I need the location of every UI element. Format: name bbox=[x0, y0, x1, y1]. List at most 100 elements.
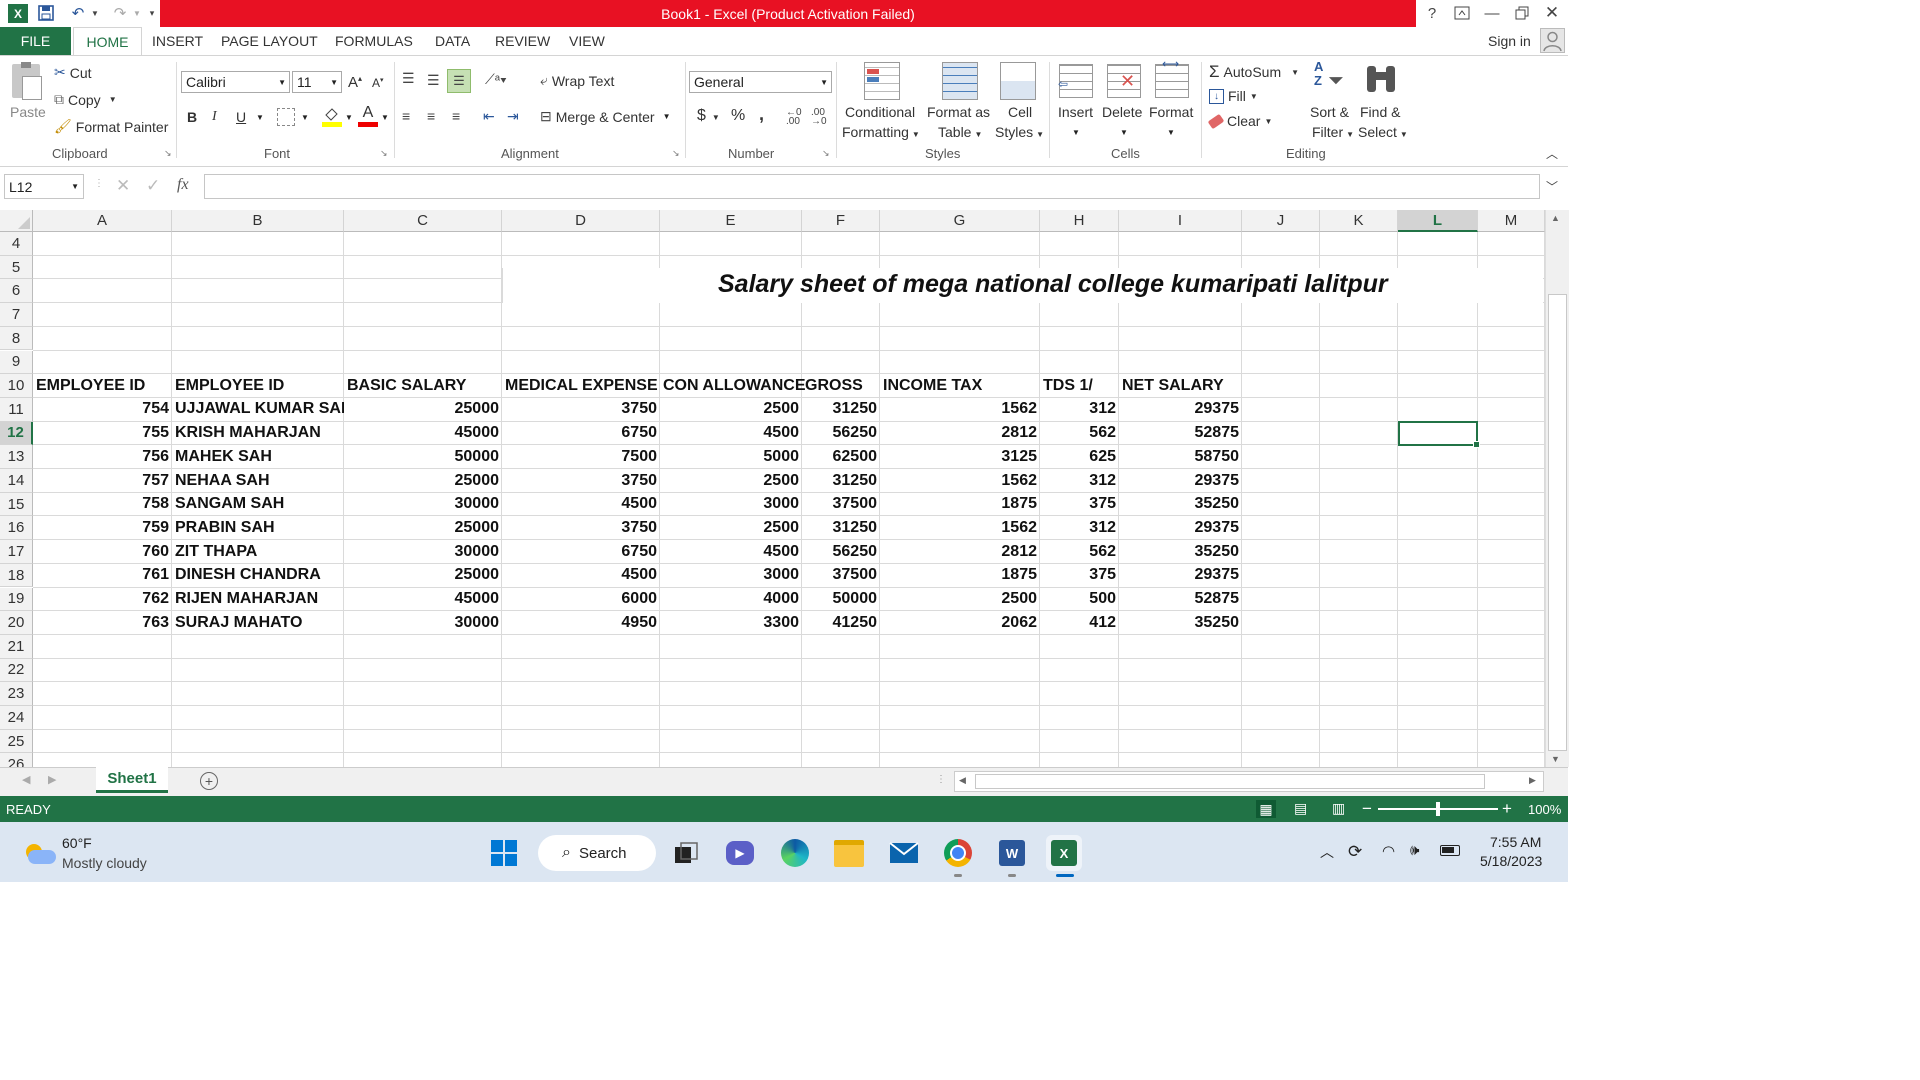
redo-dropdown-icon[interactable]: ▼ bbox=[133, 8, 141, 18]
row-header[interactable]: 4 bbox=[0, 232, 33, 256]
table-cell[interactable]: 35250 bbox=[1194, 542, 1240, 560]
table-cell[interactable]: KRISH MAHARJAN bbox=[175, 424, 321, 442]
table-cell[interactable]: ZIT THAPA bbox=[175, 542, 258, 560]
table-cell[interactable]: 1875 bbox=[1001, 566, 1037, 584]
row-header[interactable]: 20 bbox=[0, 611, 33, 635]
chevron-down-icon[interactable]: ▼ bbox=[345, 113, 353, 122]
clear-button[interactable]: Clear ▼ bbox=[1207, 113, 1272, 129]
table-cell[interactable]: 25000 bbox=[454, 471, 500, 489]
table-cell[interactable]: 31250 bbox=[832, 518, 878, 536]
taskbar-search[interactable]: ⌕ Search bbox=[538, 835, 656, 871]
wrap-text-button[interactable]: ⤶ Wrap Text bbox=[540, 72, 614, 89]
weather-widget[interactable]: 60°F Mostly cloudy bbox=[22, 832, 172, 876]
customize-toolbar-icon[interactable]: ▾ bbox=[149, 7, 155, 18]
table-cell[interactable]: 2500 bbox=[763, 471, 799, 489]
column-header[interactable]: L bbox=[1398, 210, 1478, 232]
table-cell[interactable]: 1562 bbox=[1001, 400, 1037, 418]
chrome-icon[interactable] bbox=[940, 835, 976, 871]
minimize-button[interactable]: — bbox=[1484, 4, 1500, 22]
row-header[interactable]: 16 bbox=[0, 516, 33, 541]
table-cell[interactable]: 29375 bbox=[1194, 566, 1240, 584]
format-painter-button[interactable]: 🖌 Format Painter bbox=[54, 118, 168, 135]
align-right-icon[interactable]: ≡ bbox=[452, 108, 461, 124]
row-header[interactable]: 21 bbox=[0, 634, 33, 659]
table-cell[interactable]: DINESH CHANDRA bbox=[175, 566, 321, 584]
decrease-decimal-icon[interactable]: .00 →0 bbox=[811, 107, 827, 127]
chevron-down-icon[interactable]: ▼ bbox=[301, 113, 309, 122]
table-cell[interactable]: 312 bbox=[1089, 518, 1116, 536]
table-cell[interactable]: 3300 bbox=[763, 613, 799, 631]
zoom-out-button[interactable]: − bbox=[1362, 799, 1372, 818]
save-icon[interactable] bbox=[36, 3, 56, 23]
excel-taskbar-icon[interactable]: X bbox=[1046, 835, 1082, 871]
table-cell[interactable]: 45000 bbox=[454, 424, 500, 442]
table-cell[interactable]: 4500 bbox=[621, 566, 657, 584]
table-cell[interactable]: 763 bbox=[142, 613, 169, 631]
table-cell[interactable]: 31250 bbox=[832, 471, 878, 489]
scroll-thumb[interactable] bbox=[1548, 294, 1567, 751]
column-header[interactable]: E bbox=[660, 210, 802, 232]
name-box[interactable]: L12 ▼ bbox=[4, 174, 84, 199]
table-header-cell[interactable]: CON ALLOWANCE bbox=[663, 376, 806, 394]
borders-icon[interactable] bbox=[277, 108, 295, 126]
table-header-cell[interactable]: EMPLOYEE ID bbox=[36, 376, 146, 394]
scroll-right-icon[interactable]: ▶ bbox=[1529, 775, 1536, 785]
row-header[interactable]: 17 bbox=[0, 540, 33, 564]
tab-home[interactable]: HOME bbox=[73, 27, 142, 56]
table-cell[interactable]: 52875 bbox=[1194, 590, 1240, 607]
scroll-thumb[interactable] bbox=[975, 774, 1485, 789]
table-cell[interactable]: 31250 bbox=[832, 400, 878, 418]
table-cell[interactable]: 2500 bbox=[763, 400, 799, 418]
table-cell[interactable]: UJJAWAL KUMAR SAH bbox=[175, 400, 344, 418]
page-layout-view-icon[interactable]: ▤ bbox=[1294, 800, 1308, 816]
table-cell[interactable]: 1562 bbox=[1001, 518, 1037, 536]
ribbon-display-options-icon[interactable] bbox=[1452, 3, 1472, 23]
paste-button[interactable]: Paste bbox=[6, 60, 48, 126]
align-top-icon[interactable]: ☰ bbox=[402, 70, 415, 86]
table-cell[interactable]: PRABIN SAH bbox=[175, 518, 275, 536]
table-cell[interactable]: 6750 bbox=[621, 424, 657, 442]
file-explorer-icon[interactable] bbox=[831, 835, 867, 871]
sheet-tab-sheet1[interactable]: Sheet1 bbox=[96, 767, 168, 793]
horizontal-scrollbar[interactable]: ◀ ▶ bbox=[954, 771, 1544, 792]
number-format-select[interactable]: General ▼ bbox=[689, 71, 832, 93]
table-cell[interactable]: 7500 bbox=[621, 447, 657, 465]
align-center-icon[interactable]: ≡ bbox=[427, 108, 436, 124]
normal-view-icon[interactable]: ▦ bbox=[1256, 800, 1276, 818]
row-header[interactable]: 26 bbox=[0, 753, 33, 767]
table-cell[interactable]: SURAJ MAHATO bbox=[175, 613, 303, 631]
table-header-cell[interactable]: BASIC SALARY bbox=[347, 376, 467, 394]
tab-file[interactable]: FILE bbox=[0, 27, 71, 55]
fill-color-icon[interactable] bbox=[322, 105, 342, 127]
row-header[interactable]: 5 bbox=[0, 255, 33, 280]
confirm-entry-icon[interactable]: ✓ bbox=[146, 176, 161, 195]
autosum-button[interactable]: Σ AutoSum ▼ bbox=[1209, 62, 1299, 82]
row-header[interactable]: 23 bbox=[0, 682, 33, 706]
table-cell[interactable]: 37500 bbox=[832, 566, 878, 584]
dialog-launcher-icon[interactable]: ↘ bbox=[822, 148, 830, 158]
tab-review[interactable]: REVIEW bbox=[495, 33, 551, 49]
table-cell[interactable]: 625 bbox=[1089, 447, 1116, 465]
tab-insert[interactable]: INSERT bbox=[152, 33, 204, 49]
sign-in-link[interactable]: Sign in bbox=[1488, 33, 1531, 49]
insert-cells-button[interactable]: ⇦ Insert ▼ bbox=[1054, 60, 1098, 142]
column-header[interactable]: H bbox=[1040, 210, 1119, 232]
table-cell[interactable]: 762 bbox=[142, 590, 169, 607]
row-header[interactable]: 13 bbox=[0, 445, 33, 469]
table-cell[interactable]: 25000 bbox=[454, 566, 500, 584]
table-cell[interactable]: 3125 bbox=[1001, 447, 1037, 465]
format-as-table-button[interactable]: Format as Table ▼ bbox=[926, 60, 994, 142]
insert-function-button[interactable]: fx bbox=[177, 176, 189, 193]
align-left-icon[interactable]: ≡ bbox=[402, 108, 411, 124]
table-cell[interactable]: 50000 bbox=[454, 447, 500, 465]
column-header[interactable]: I bbox=[1119, 210, 1242, 232]
font-color-icon[interactable]: A bbox=[358, 104, 378, 128]
battery-icon[interactable] bbox=[1440, 845, 1460, 856]
table-cell[interactable]: 52875 bbox=[1194, 424, 1240, 442]
row-header[interactable]: 22 bbox=[0, 658, 33, 683]
table-cell[interactable]: 3750 bbox=[621, 400, 657, 418]
table-cell[interactable]: 760 bbox=[142, 542, 169, 560]
formula-input[interactable] bbox=[204, 174, 1540, 199]
clock-time[interactable]: 7:55 AM bbox=[1490, 834, 1542, 850]
table-cell[interactable]: 56250 bbox=[832, 424, 878, 442]
